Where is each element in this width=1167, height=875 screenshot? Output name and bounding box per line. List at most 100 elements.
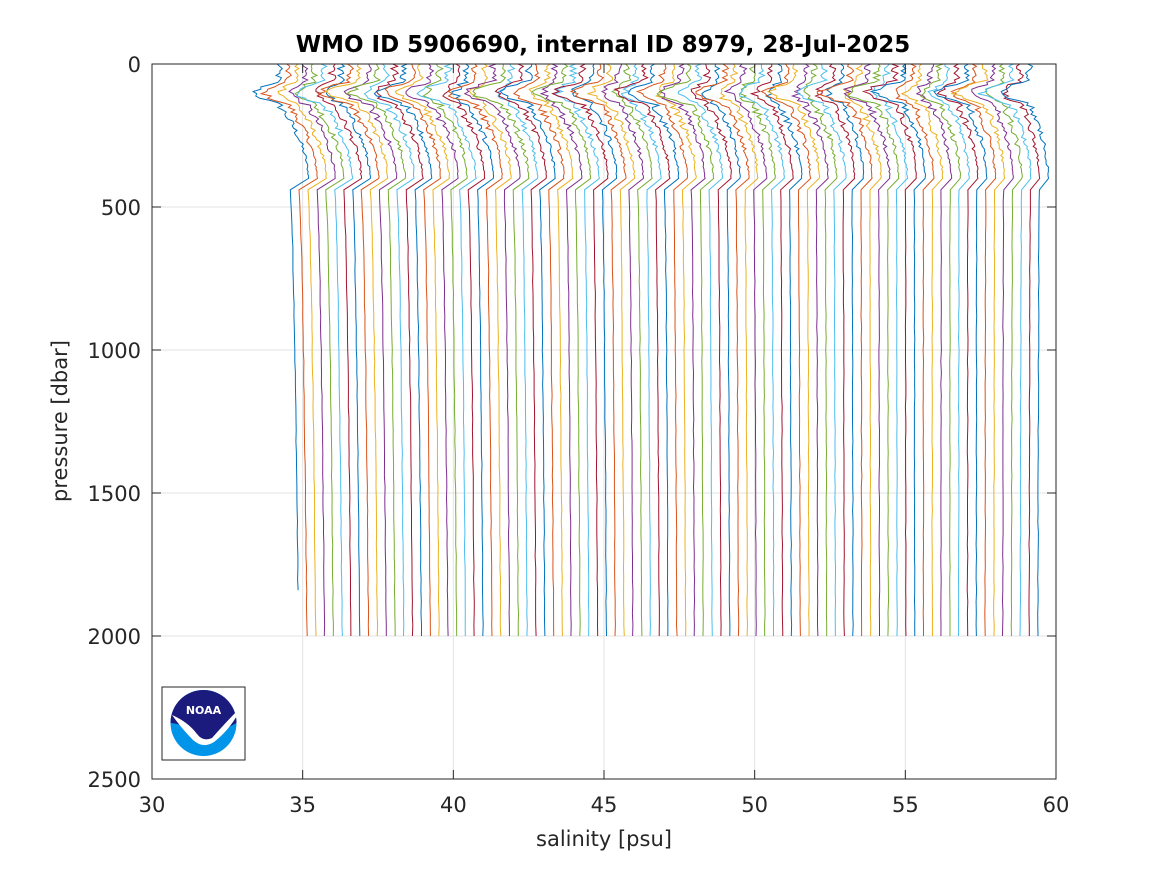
salinity-profile-line xyxy=(738,64,785,636)
y-tick-label: 2500 xyxy=(88,768,141,792)
salinity-profile-line xyxy=(472,63,530,637)
salinity-profile-line xyxy=(1002,63,1041,636)
salinity-profile-line xyxy=(497,63,539,637)
salinity-profile-line xyxy=(1000,63,1050,637)
y-tick-label: 1000 xyxy=(88,339,141,363)
salinity-profile-line xyxy=(277,63,327,637)
axis-ticks xyxy=(151,63,1057,780)
x-tick-label: 50 xyxy=(741,793,768,817)
salinity-profile-line xyxy=(695,63,750,637)
x-tick-label: 45 xyxy=(591,793,618,817)
salinity-profile-line xyxy=(816,63,873,636)
salinity-profile-line xyxy=(384,63,442,637)
salinity-profile-line xyxy=(846,63,900,637)
salinity-profile-line xyxy=(814,63,856,637)
salinity-profile-line xyxy=(900,63,944,637)
y-tick-labels: 0 500 1000 1500 2000 2500 xyxy=(88,53,141,792)
salinity-profile-line xyxy=(977,63,1032,637)
salinity-profile-line xyxy=(627,63,680,637)
salinity-profile-line xyxy=(950,63,1006,637)
salinity-profile-line xyxy=(701,63,741,637)
salinity-profile-line xyxy=(447,63,503,637)
salinity-profile-line xyxy=(600,63,644,637)
salinity-profile-line xyxy=(620,63,662,637)
salinity-profile-line xyxy=(343,63,398,636)
salinity-profile-line xyxy=(656,63,715,637)
salinity-profile-line xyxy=(494,63,547,637)
salinity-profile-line xyxy=(749,63,794,637)
salinity-profile-line xyxy=(613,63,671,637)
salinity-profile-line xyxy=(569,63,627,637)
salinity-profile-line xyxy=(551,63,609,637)
salinity-profile-line xyxy=(346,63,407,637)
chart-title: WMO ID 5906690, internal ID 8979, 28-Jul… xyxy=(296,32,911,58)
logo-gull xyxy=(172,706,242,746)
salinity-profile-line xyxy=(288,63,336,637)
salinity-profile-line xyxy=(325,63,371,637)
salinity-profile-line xyxy=(927,64,970,637)
salinity-profile-line xyxy=(718,63,759,637)
salinity-profile-line xyxy=(635,63,689,637)
salinity-profile-line xyxy=(936,63,979,637)
salinity-profile-line xyxy=(654,63,697,637)
salinity-profile-line xyxy=(895,63,935,636)
salinity-profile-line xyxy=(554,63,600,637)
salinity-profile-line xyxy=(611,63,653,637)
salinity-profile-line xyxy=(363,63,415,637)
salinity-profile-line xyxy=(512,63,565,637)
salinity-profile-line xyxy=(405,63,459,637)
salinity-profile-line xyxy=(861,63,917,637)
noaa-logo: NOAA xyxy=(161,686,246,761)
salinity-profile-line xyxy=(824,63,865,637)
salinity-profile-line xyxy=(539,63,583,637)
x-tick-labels: 30 35 40 45 50 55 60 xyxy=(139,793,1070,817)
logo-sky xyxy=(170,690,237,741)
salinity-profile-line xyxy=(316,63,380,637)
x-tick-label: 55 xyxy=(892,793,919,817)
salinity-profile-line xyxy=(499,63,556,637)
salinity-profile-line xyxy=(315,63,363,637)
salinity-profile-line xyxy=(259,63,319,637)
y-tick-label: 1500 xyxy=(88,482,141,506)
salinity-profile-line xyxy=(739,63,776,637)
x-axis-label: salinity [psu] xyxy=(536,827,672,851)
salinity-profile-line xyxy=(468,63,512,637)
salinity-profile-line xyxy=(760,63,812,637)
salinity-profile-line xyxy=(416,63,477,637)
y-tick-label: 0 xyxy=(128,53,141,77)
salinity-profile-line xyxy=(658,63,706,637)
salinity-profile-line xyxy=(294,63,345,637)
salinity-profile-line xyxy=(790,63,829,637)
salinity-profile-line xyxy=(796,63,847,637)
y-tick-label: 500 xyxy=(101,196,141,220)
logo-text: NOAA xyxy=(186,704,222,717)
salinity-profile-line xyxy=(463,63,521,636)
x-tick-label: 40 xyxy=(440,793,467,817)
salinity-profile-line xyxy=(933,63,988,637)
salinity-profile-line xyxy=(587,63,636,637)
salinity-profile-line xyxy=(869,63,926,637)
salinity-profile-line xyxy=(971,63,1014,637)
salinity-profile-line xyxy=(803,63,838,636)
salinity-profile-line xyxy=(677,63,724,637)
x-tick-label: 30 xyxy=(139,793,166,817)
salinity-profile-line xyxy=(531,63,592,637)
salinity-profile-line xyxy=(842,63,882,637)
salinity-profile-line xyxy=(442,63,486,637)
salinity-profile-line xyxy=(690,63,732,637)
salinity-profile-line xyxy=(375,63,424,637)
salinity-profile-line xyxy=(252,63,310,591)
salinity-profile-line xyxy=(950,63,997,637)
salinity-profile-line xyxy=(842,63,891,636)
y-axis-label: pressure [dbar] xyxy=(48,340,72,502)
plot-area xyxy=(151,63,1057,780)
salinity-profile-line xyxy=(295,63,354,637)
salinity-profile-line xyxy=(373,63,433,636)
salinity-profile-line xyxy=(324,63,389,637)
x-tick-label: 35 xyxy=(289,793,316,817)
salinity-profile-line xyxy=(723,63,768,637)
salinity-profile-line xyxy=(919,63,962,636)
x-tick-label: 60 xyxy=(1043,793,1070,817)
salinity-profile-line xyxy=(394,63,451,637)
